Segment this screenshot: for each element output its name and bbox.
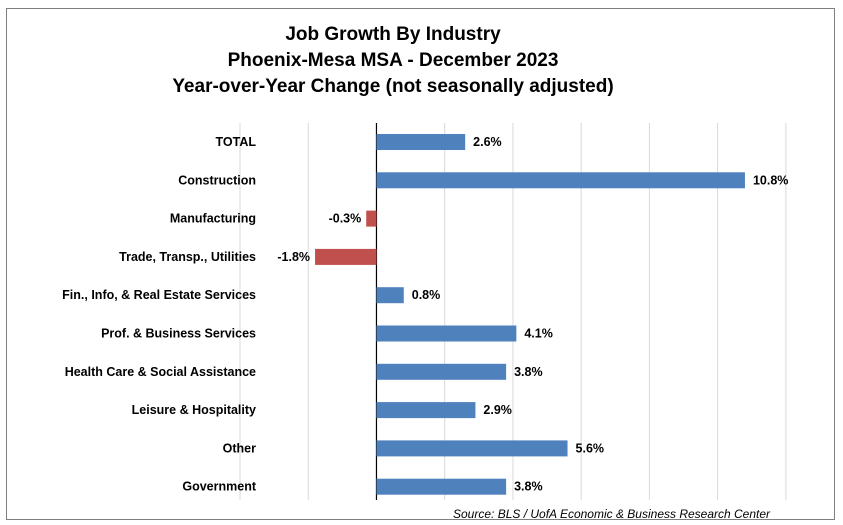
data-label: 2.6% [473, 135, 502, 149]
bar [376, 325, 517, 342]
bar [376, 172, 745, 189]
category-label: Other [223, 441, 256, 455]
data-label: 4.1% [524, 327, 553, 341]
data-label: 10.8% [753, 173, 788, 187]
bar [376, 363, 507, 380]
data-label: 3.8% [514, 365, 543, 379]
bar [376, 287, 404, 304]
data-label: -1.8% [277, 250, 310, 264]
chart-title: Job Growth By Industry [285, 24, 501, 45]
bar [376, 402, 476, 419]
data-label: 0.8% [412, 288, 441, 302]
data-label: 3.8% [514, 480, 543, 494]
chart-subtitle: Phoenix-Mesa MSA - December 2023 [227, 50, 559, 71]
data-label: 2.9% [483, 403, 512, 417]
category-label: TOTAL [215, 135, 256, 149]
bar [376, 440, 568, 457]
category-label: Fin., Info, & Real Estate Services [62, 288, 256, 302]
category-label: Government [182, 480, 256, 494]
bar [366, 210, 377, 227]
category-label: Leisure & Hospitality [132, 403, 256, 417]
chart-frame [6, 8, 835, 520]
category-label: Trade, Transp., Utilities [119, 250, 256, 264]
data-label: 5.6% [576, 441, 605, 455]
chart-title-block: Job Growth By Industry Phoenix-Mesa MSA … [0, 22, 843, 100]
chart-subtitle-2: Year-over-Year Change (not seasonally ad… [172, 76, 614, 97]
category-label: Manufacturing [170, 212, 256, 226]
source-note: Source: BLS / UofA Economic & Business R… [453, 507, 771, 521]
category-label: Prof. & Business Services [101, 327, 256, 341]
bar [376, 134, 466, 150]
category-label: Health Care & Social Assistance [65, 365, 256, 379]
category-label: Construction [178, 173, 256, 187]
bar [315, 248, 377, 265]
bar [376, 478, 507, 495]
data-label: -0.3% [329, 212, 362, 226]
